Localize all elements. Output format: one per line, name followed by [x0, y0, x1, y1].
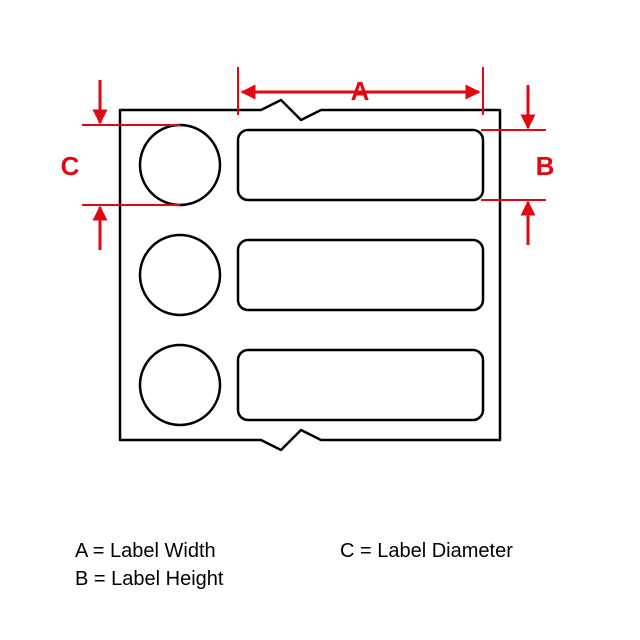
label-sheet-outline: [120, 100, 500, 450]
dimension-label-a: A: [351, 76, 370, 106]
dimension-label-b: B: [536, 151, 555, 181]
rect-label-1: [238, 240, 483, 310]
legend-c: C = Label Diameter: [340, 540, 513, 563]
legend-b: B = Label Height: [75, 568, 223, 591]
circle-label-1: [140, 235, 220, 315]
legend-a: A = Label Width: [75, 540, 216, 563]
dimension-label-c: C: [61, 151, 80, 181]
circle-label-2: [140, 345, 220, 425]
rect-label-2: [238, 350, 483, 420]
circle-label-0: [140, 125, 220, 205]
rect-label-0: [238, 130, 483, 200]
